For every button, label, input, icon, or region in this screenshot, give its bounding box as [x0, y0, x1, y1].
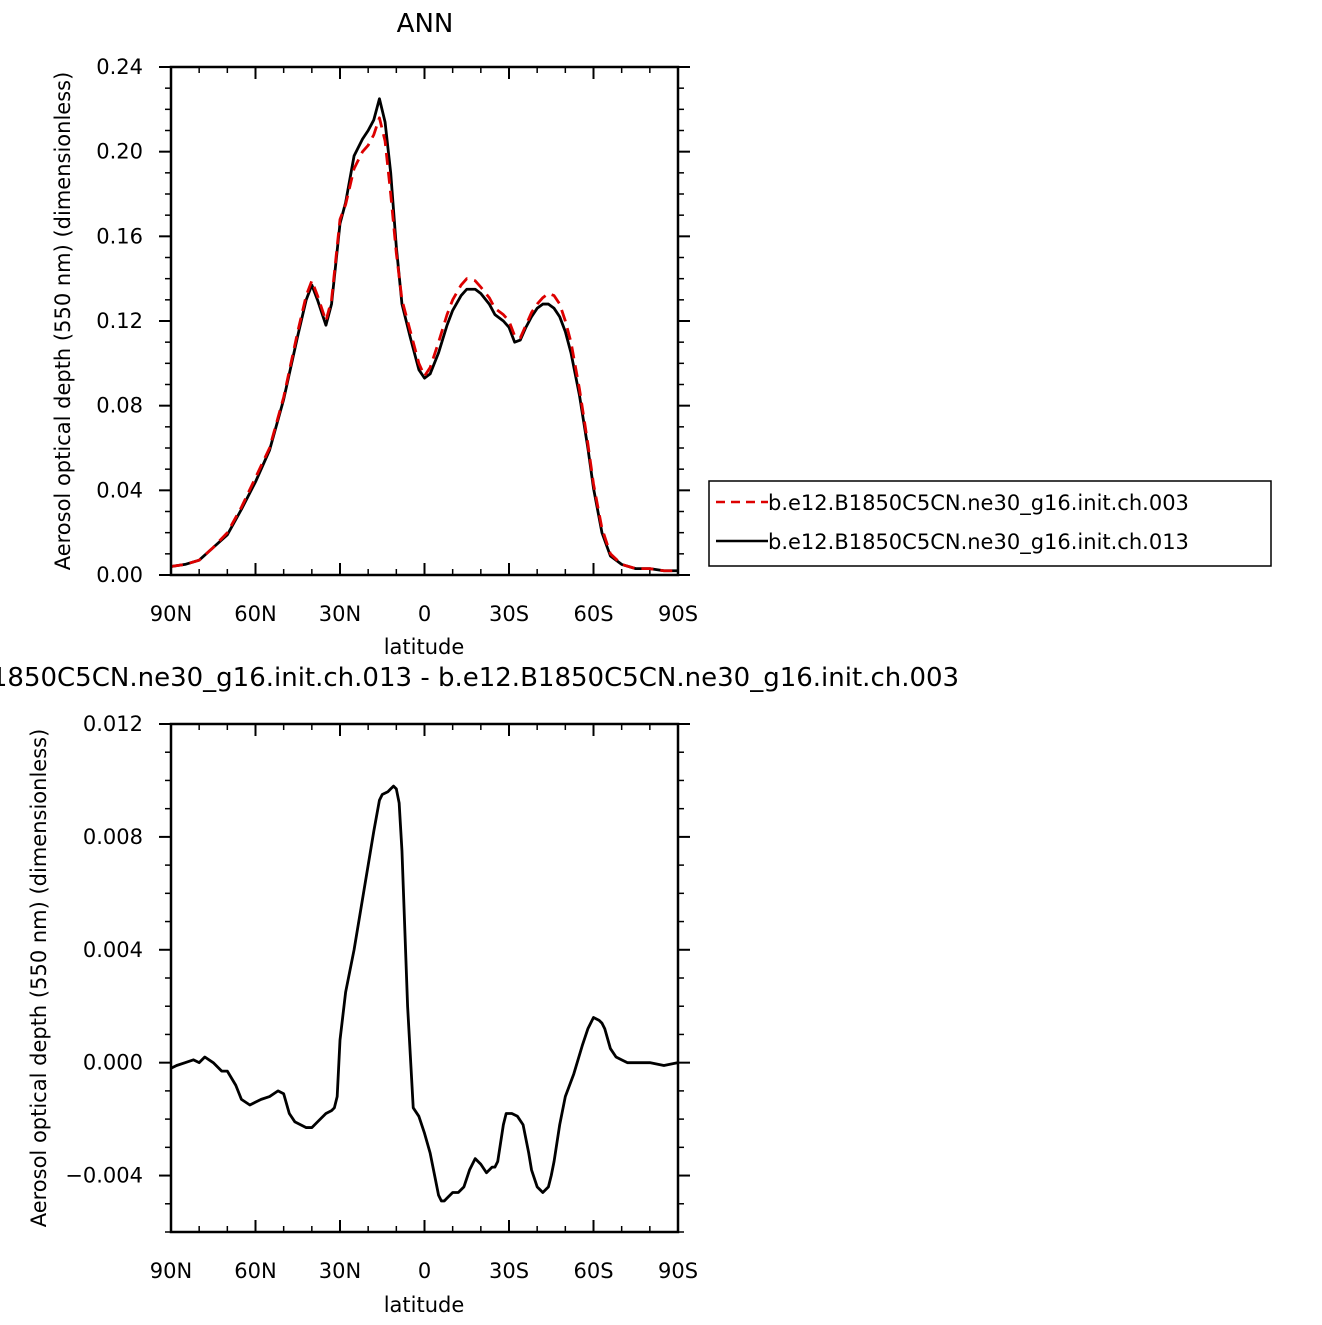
bottom-y-tick-label: 0.004	[83, 938, 143, 962]
bottom-panel-x-axis-label: latitude	[384, 1293, 465, 1317]
bottom-panel: b.e12.B1850C5CN.ne30_g16.init.ch.013 - b…	[0, 663, 959, 1317]
top-y-tick-label: 0.08	[96, 394, 143, 418]
top-panel-y-tick-labels: 0.00 0.04 0.08 0.12 0.16 0.20 0.24	[96, 55, 143, 587]
bottom-x-tick-label: 90S	[658, 1259, 698, 1283]
top-x-tick-label: 30S	[489, 602, 529, 626]
bottom-series-line-0	[170, 784, 679, 1203]
top-x-tick-label: 90N	[150, 602, 192, 626]
legend: b.e12.B1850C5CN.ne30_g16.init.ch.003 b.e…	[708, 480, 1272, 567]
bottom-panel-x-tick-labels: 90N 60N 30N 0 30S 60S 90S	[150, 1259, 698, 1283]
top-x-tick-label: 0	[418, 602, 431, 626]
top-panel-title: ANN	[397, 9, 454, 39]
top-x-tick-label: 60S	[573, 602, 613, 626]
bottom-x-tick-label: 60S	[573, 1259, 613, 1283]
top-panel-x-axis-label: latitude	[384, 635, 465, 659]
bottom-x-tick-label: 0	[418, 1259, 431, 1283]
bottom-panel-title: b.e12.B1850C5CN.ne30_g16.init.ch.013 - b…	[0, 663, 959, 693]
top-panel: ANN 0.00 0.04 0.08 0.12 0.16 0.20 0.24 90N 60N 3…	[51, 9, 698, 659]
top-series-line-0	[170, 116, 678, 573]
top-panel-ticks	[159, 66, 690, 576]
legend-label-series-013: b.e12.B1850C5CN.ne30_g16.init.ch.013	[768, 530, 1189, 555]
top-panel-lines	[170, 97, 678, 573]
bottom-panel-frame	[169, 722, 680, 1234]
top-y-tick-label: 0.00	[96, 563, 143, 587]
top-panel-y-axis-label: Aerosol optical depth (550 nm) (dimensio…	[51, 72, 75, 571]
top-x-tick-label: 60N	[234, 602, 276, 626]
bottom-x-tick-label: 90N	[150, 1259, 192, 1283]
top-y-tick-label: 0.24	[96, 55, 143, 79]
bottom-y-tick-label: −0.004	[65, 1164, 143, 1188]
top-x-tick-label: 30N	[319, 602, 361, 626]
top-y-tick-label: 0.16	[96, 224, 143, 248]
bottom-y-tick-label: 0.000	[83, 1051, 143, 1075]
top-y-tick-label: 0.20	[96, 140, 143, 164]
bottom-y-tick-label: 0.008	[83, 825, 143, 849]
top-panel-frame	[169, 65, 680, 577]
bottom-x-tick-label: 30S	[489, 1259, 529, 1283]
bottom-panel-y-tick-labels: −0.004 0.000 0.004 0.008 0.012	[65, 712, 143, 1188]
bottom-y-tick-label: 0.012	[83, 712, 143, 736]
top-x-tick-label: 90S	[658, 602, 698, 626]
legend-label-series-003: b.e12.B1850C5CN.ne30_g16.init.ch.003	[768, 491, 1189, 516]
bottom-panel-y-axis-label: Aerosol optical depth (550 nm) (dimensio…	[27, 729, 51, 1228]
bottom-x-tick-label: 60N	[234, 1259, 276, 1283]
bottom-panel-lines	[170, 784, 679, 1203]
bottom-x-tick-label: 30N	[319, 1259, 361, 1283]
top-y-tick-label: 0.12	[96, 309, 143, 333]
top-y-tick-label: 0.04	[96, 478, 143, 502]
top-panel-x-tick-labels: 90N 60N 30N 0 30S 60S 90S	[150, 602, 698, 626]
bottom-panel-ticks	[159, 723, 690, 1233]
top-series-line-1	[170, 97, 678, 573]
legend-box	[708, 480, 1272, 567]
